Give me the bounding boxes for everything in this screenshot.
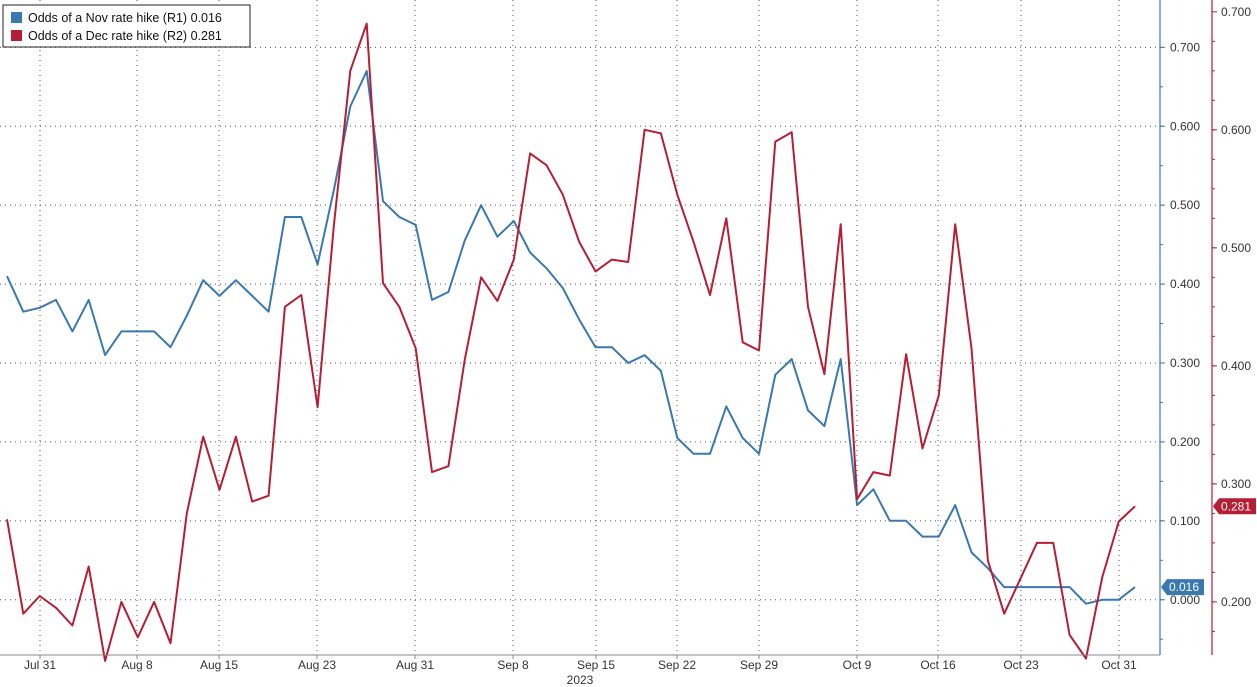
series-line-nov <box>6 70 1136 605</box>
series-layer <box>6 22 1136 662</box>
x-tick-label: Sep 29 <box>740 658 778 672</box>
x-tick-label: Oct 16 <box>920 658 956 672</box>
badge-label: 0.016 <box>1169 580 1199 594</box>
last-value-badges: 0.016 0.281 <box>1161 498 1256 596</box>
r1-tick-label: 0.400 <box>1170 277 1200 291</box>
x-tick-label: Oct 23 <box>1003 658 1039 672</box>
x-tick-label: Aug 31 <box>396 658 434 672</box>
r2-tick-label: 0.400 <box>1221 359 1251 373</box>
r2-tick-label: 0.500 <box>1221 241 1251 255</box>
series-line-dec <box>6 22 1136 662</box>
x-tick-label: Sep 22 <box>658 658 696 672</box>
r2-tick-label: 0.200 <box>1221 595 1251 609</box>
r1-tick-label: 0.300 <box>1170 356 1200 370</box>
badge-label: 0.281 <box>1221 499 1251 513</box>
last-value-badge-dec: 0.281 <box>1213 498 1256 515</box>
badge-shape <box>1213 498 1256 515</box>
r1-tick-label: 0.000 <box>1170 593 1200 607</box>
r2-tick-label: 0.700 <box>1221 5 1251 19</box>
x-tick-label: Aug 15 <box>200 658 238 672</box>
x-year-label: 2023 <box>567 673 594 687</box>
r2-tick-label: 0.300 <box>1221 477 1251 491</box>
x-tick-label: Oct 31 <box>1101 658 1137 672</box>
r1-tick-label: 0.600 <box>1170 119 1200 133</box>
r1-tick-label: 0.100 <box>1170 514 1200 528</box>
x-tick-label: Sep 15 <box>577 658 615 672</box>
legend-label-nov: Odds of a Nov rate hike (R1) 0.016 <box>28 11 222 25</box>
legend-swatch-dec <box>11 30 22 41</box>
grid-layer <box>0 0 1160 655</box>
r1-tick-label: 0.700 <box>1170 40 1200 54</box>
x-tick-label: Sep 8 <box>497 658 529 672</box>
last-value-badge-nov: 0.016 <box>1161 579 1204 596</box>
r1-tick-label: 0.200 <box>1170 435 1200 449</box>
r1-tick-label: 0.500 <box>1170 198 1200 212</box>
x-tick-label: Oct 9 <box>843 658 872 672</box>
x-tick-label: Jul 31 <box>24 658 56 672</box>
axes-layer: Jul 31 Aug 8 Aug 15 Aug 23 Aug 31 Sep 8 Sep 15… <box>0 0 1251 672</box>
legend-label-dec: Odds of a Dec rate hike (R2) 0.281 <box>28 29 222 43</box>
legend-box <box>2 4 251 48</box>
legend: Odds of a Nov rate hike (R1) 0.016 Odds … <box>2 4 251 48</box>
badge-shape <box>1161 579 1204 596</box>
x-tick-label: Aug 8 <box>121 658 153 672</box>
legend-swatch-nov <box>11 12 22 23</box>
r2-tick-label: 0.600 <box>1221 123 1251 137</box>
x-tick-label: Aug 23 <box>298 658 336 672</box>
